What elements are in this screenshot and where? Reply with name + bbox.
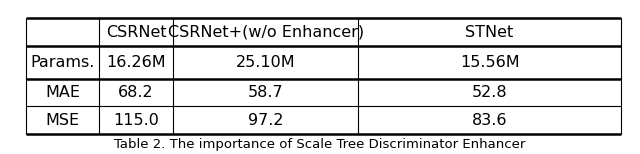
Text: 68.2: 68.2 (118, 85, 154, 100)
Text: 115.0: 115.0 (113, 113, 159, 128)
Text: STNet: STNet (465, 25, 514, 40)
Text: Table 2. The importance of Scale Tree Discriminator Enhancer: Table 2. The importance of Scale Tree Di… (115, 138, 525, 151)
Text: 16.26M: 16.26M (106, 55, 166, 70)
Text: Params.: Params. (30, 55, 95, 70)
Text: 97.2: 97.2 (248, 113, 284, 128)
Text: 58.7: 58.7 (248, 85, 284, 100)
Text: MAE: MAE (45, 85, 80, 100)
Text: CSRNet: CSRNet (106, 25, 166, 40)
Text: MSE: MSE (45, 113, 79, 128)
Text: 83.6: 83.6 (472, 113, 508, 128)
Text: CSRNet+(w/o Enhancer): CSRNet+(w/o Enhancer) (168, 25, 364, 40)
Text: 25.10M: 25.10M (236, 55, 296, 70)
Text: 15.56M: 15.56M (460, 55, 520, 70)
Text: 52.8: 52.8 (472, 85, 508, 100)
